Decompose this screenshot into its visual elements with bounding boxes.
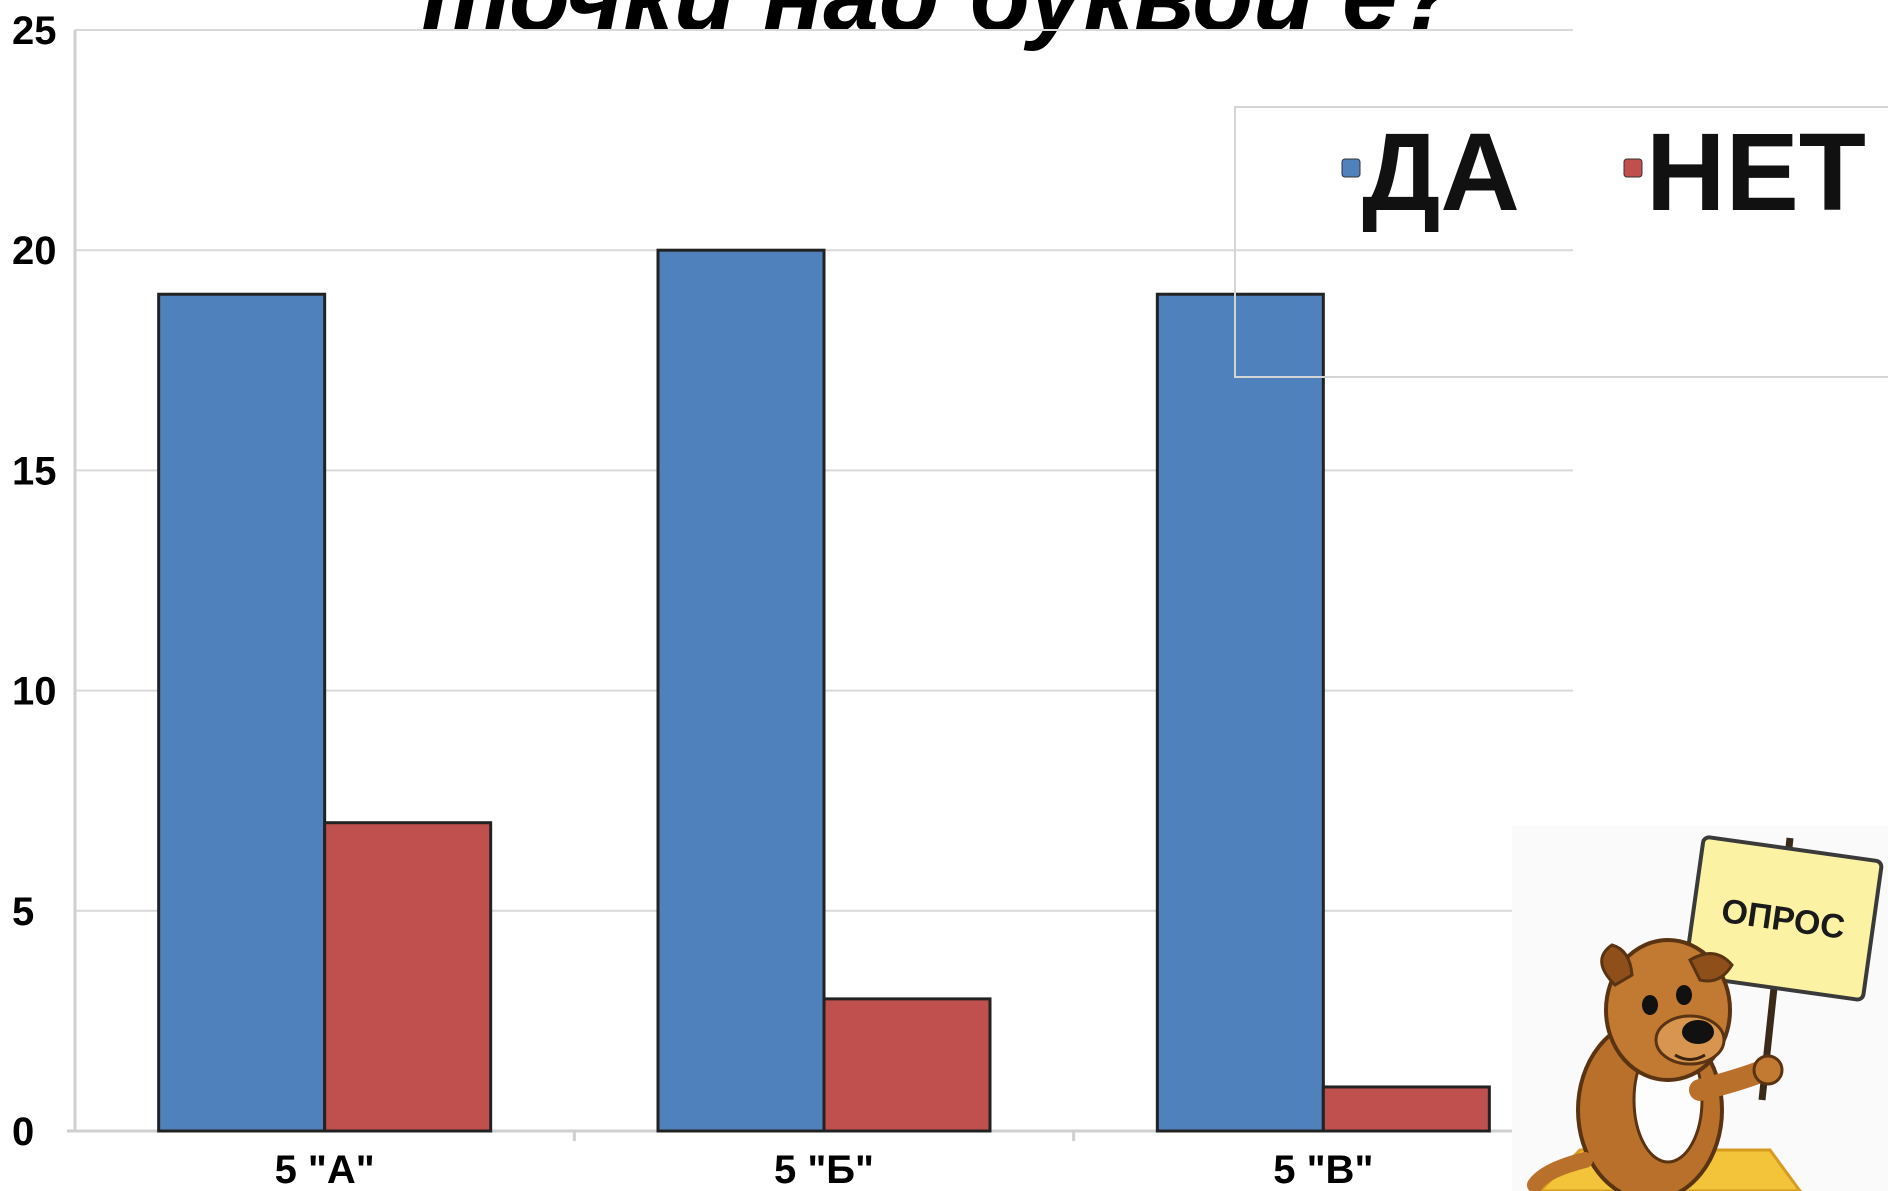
x-tick-label: 5 "А" — [275, 1148, 375, 1191]
legend: ДА НЕТ — [1234, 106, 1888, 378]
bar-da-2 — [656, 248, 826, 1133]
x-tick-label: 5 "Б" — [774, 1148, 874, 1191]
bar-net-1 — [323, 821, 493, 1133]
legend-label-net: НЕТ — [1646, 111, 1866, 234]
legend-swatch-da — [1341, 158, 1361, 178]
bar-da-3 — [1155, 292, 1325, 1133]
y-tick-label: 0 — [12, 1110, 34, 1154]
bars — [157, 248, 1491, 1133]
y-tick-label: 25 — [12, 9, 57, 53]
y-tick-label: 10 — [12, 670, 57, 714]
chart-title: точки над буквой ё? — [421, 0, 1458, 52]
x-tick-label: 5 "В" — [1273, 1148, 1373, 1191]
bar-da-1 — [157, 292, 327, 1133]
dog-holding-sign-icon: ОПРОС — [1512, 826, 1888, 1191]
legend-swatch-net — [1623, 158, 1643, 178]
y-tick-labels: 0 5 10 15 20 25 — [12, 9, 57, 1154]
legend-box — [1234, 106, 1888, 378]
y-tick-label: 15 — [12, 449, 57, 493]
y-tick-label: 20 — [12, 229, 57, 273]
bar-net-2 — [822, 997, 992, 1133]
x-tick-labels: 5 "А" 5 "Б" 5 "В" — [275, 1148, 1374, 1191]
bar-net-3 — [1321, 1085, 1491, 1133]
y-tick-label: 5 — [12, 890, 34, 934]
legend-label-da: ДА — [1362, 111, 1520, 234]
